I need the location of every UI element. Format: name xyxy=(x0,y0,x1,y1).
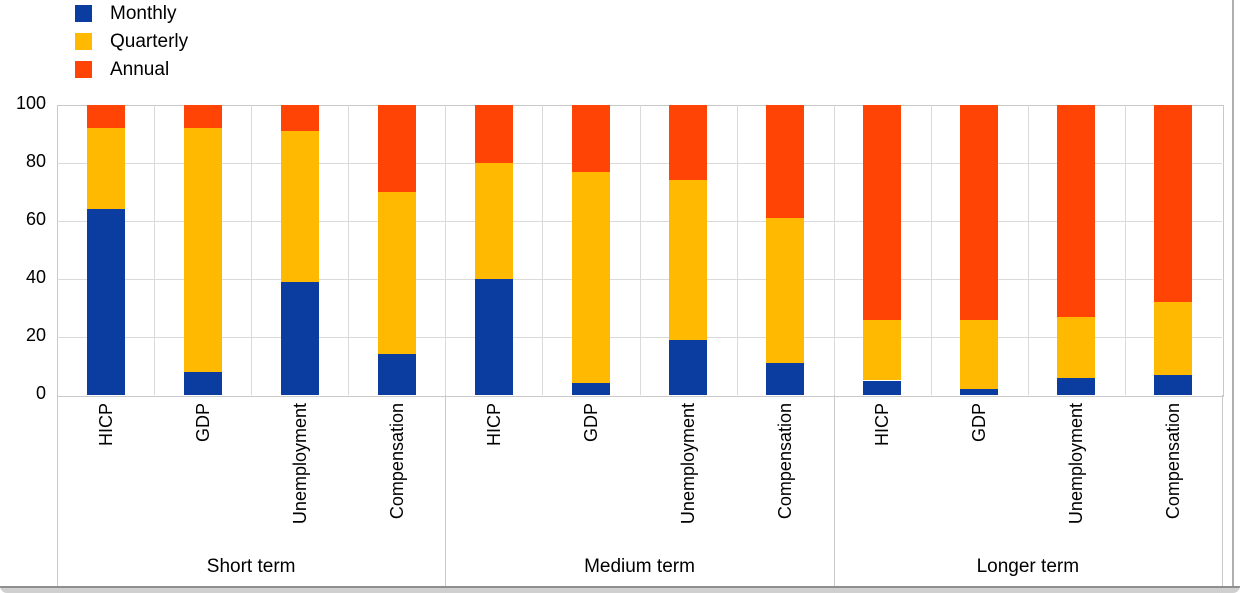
bar-segment-quarterly xyxy=(766,218,805,364)
bar-segment-annual xyxy=(669,105,708,181)
gridline-x xyxy=(348,105,350,395)
bar-segment-quarterly xyxy=(474,163,513,279)
bar-segment-quarterly xyxy=(1057,316,1096,378)
gridline-x xyxy=(542,105,544,395)
plot-area xyxy=(57,105,1224,397)
bar-segment-quarterly xyxy=(1154,302,1193,375)
bar-segment-annual xyxy=(1057,105,1096,317)
category-label: GDP xyxy=(580,403,601,443)
category-label: Compensation xyxy=(1163,403,1184,520)
bar-segment-quarterly xyxy=(377,192,416,355)
gridline-x xyxy=(154,105,156,395)
gridline-x xyxy=(639,105,641,395)
gridline-x xyxy=(251,105,253,395)
group-label: Short term xyxy=(206,556,296,577)
gridline-x xyxy=(930,105,932,395)
group-separator xyxy=(57,395,58,586)
bar-segment-monthly xyxy=(1057,377,1096,395)
legend-label: Quarterly xyxy=(110,31,189,52)
bar-segment-monthly xyxy=(960,389,999,395)
bar-segment-monthly xyxy=(280,281,319,395)
group-separator xyxy=(445,395,447,586)
bar-segment-annual xyxy=(280,105,319,132)
bar-segment-annual xyxy=(1154,105,1193,303)
y-tick-label: 40 xyxy=(25,267,46,287)
category-label: GDP xyxy=(192,403,213,443)
category-label: HICP xyxy=(95,403,116,447)
legend: Monthly Quarterly Annual xyxy=(75,3,189,89)
category-label: Unemployment xyxy=(1066,403,1087,525)
bar-segment-quarterly xyxy=(571,171,610,384)
bar-segment-annual xyxy=(183,105,222,129)
y-tick-label: 100 xyxy=(15,93,46,113)
y-tick-label: 60 xyxy=(25,209,46,229)
category-label: Unemployment xyxy=(678,403,699,525)
legend-label: Monthly xyxy=(110,3,177,24)
window-bottom-edge xyxy=(0,586,1240,593)
category-label: Unemployment xyxy=(289,403,310,525)
legend-item: Monthly xyxy=(75,3,188,24)
gridline-x xyxy=(1124,105,1126,395)
bar-segment-annual xyxy=(474,105,513,163)
bar-segment-quarterly xyxy=(863,319,902,381)
category-label: Compensation xyxy=(775,403,796,520)
bar-segment-annual xyxy=(377,105,416,192)
gridline-x xyxy=(736,105,738,395)
bar-segment-monthly xyxy=(474,279,513,395)
category-label: HICP xyxy=(483,403,504,447)
gridline-x xyxy=(445,105,447,395)
category-label: GDP xyxy=(969,403,990,443)
legend-label: Annual xyxy=(110,59,170,80)
bar-segment-annual xyxy=(766,105,805,219)
group-label: Longer term xyxy=(976,556,1080,577)
bar-segment-annual xyxy=(571,105,610,172)
group-separator xyxy=(1222,395,1223,586)
bar-segment-monthly xyxy=(86,209,125,395)
bar-segment-monthly xyxy=(377,354,416,395)
bar-segment-quarterly xyxy=(669,180,708,340)
gridline-x xyxy=(833,105,835,395)
category-label: HICP xyxy=(872,403,893,447)
legend-item: Annual xyxy=(75,59,188,80)
quarterly-swatch xyxy=(75,33,92,50)
window-right-edge xyxy=(1232,0,1234,586)
legend-item: Quarterly xyxy=(75,31,189,52)
bar-segment-monthly xyxy=(766,363,805,395)
gridline-x xyxy=(1027,105,1029,395)
bar-segment-quarterly xyxy=(183,128,222,372)
bar-segment-annual xyxy=(863,105,902,320)
y-tick-label: 80 xyxy=(25,151,46,171)
bar-segment-monthly xyxy=(1154,374,1193,395)
bar-segment-monthly xyxy=(669,339,708,395)
group-separator xyxy=(833,395,835,586)
bar-segment-annual xyxy=(86,105,125,129)
y-tick-label: 0 xyxy=(35,383,46,403)
monthly-swatch xyxy=(75,5,92,22)
bar-segment-quarterly xyxy=(280,131,319,282)
y-tick-label: 20 xyxy=(25,325,46,345)
category-label: Compensation xyxy=(386,403,407,520)
group-label: Medium term xyxy=(584,556,695,577)
bar-segment-quarterly xyxy=(960,319,999,390)
bar-segment-monthly xyxy=(183,371,222,395)
bar-segment-monthly xyxy=(863,380,902,395)
bar-segment-quarterly xyxy=(86,128,125,210)
bar-segment-annual xyxy=(960,105,999,320)
annual-swatch xyxy=(75,61,92,78)
bar-segment-monthly xyxy=(571,383,610,395)
